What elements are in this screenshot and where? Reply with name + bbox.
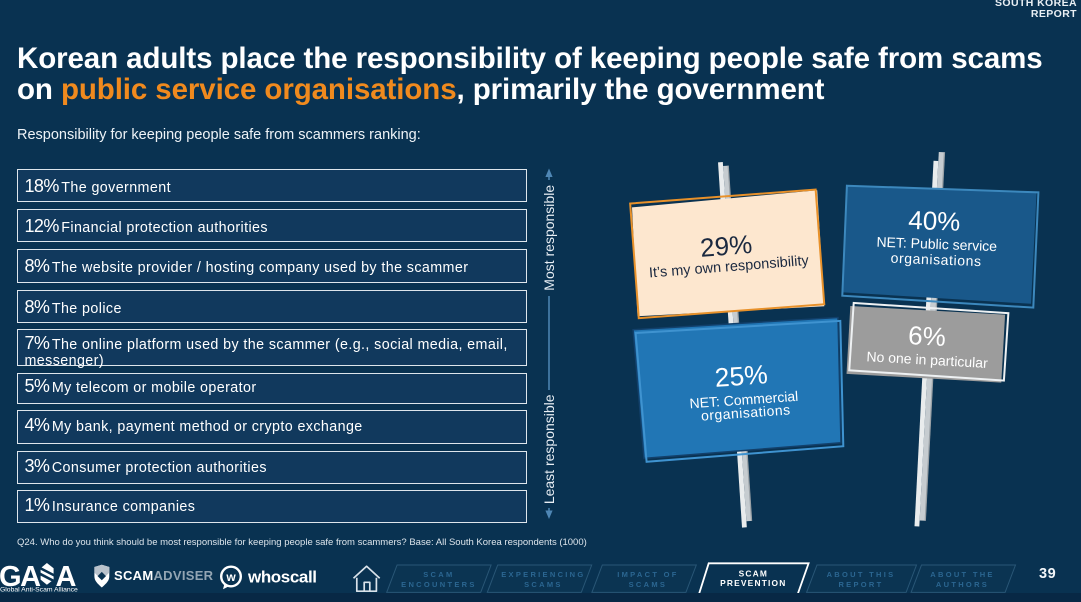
svg-text:A: A [56, 561, 77, 593]
svg-text:NET: Public service: NET: Public service [876, 234, 997, 255]
svg-text:organisations: organisations [890, 250, 982, 269]
svg-text:25%: 25% [714, 359, 769, 393]
svg-text:GA: GA [0, 561, 41, 593]
svg-text:Global Anti-Scam Alliance: Global Anti-Scam Alliance [0, 587, 78, 594]
svg-text:6%: 6% [907, 320, 946, 352]
svg-text:SCAMADVISER: SCAMADVISER [114, 568, 214, 583]
svg-text:No one in particular: No one in particular [866, 348, 988, 371]
svg-text:whoscall: whoscall [247, 568, 317, 587]
svg-text:w: w [225, 570, 236, 584]
svg-text:40%: 40% [908, 205, 961, 237]
svg-text:Most responsible: Most responsible [541, 185, 557, 291]
svg-text:29%: 29% [699, 229, 753, 263]
svg-text:Least responsible: Least responsible [541, 394, 557, 504]
svg-text:organisations: organisations [700, 401, 791, 423]
svg-text:NET: Commercial: NET: Commercial [689, 388, 799, 412]
